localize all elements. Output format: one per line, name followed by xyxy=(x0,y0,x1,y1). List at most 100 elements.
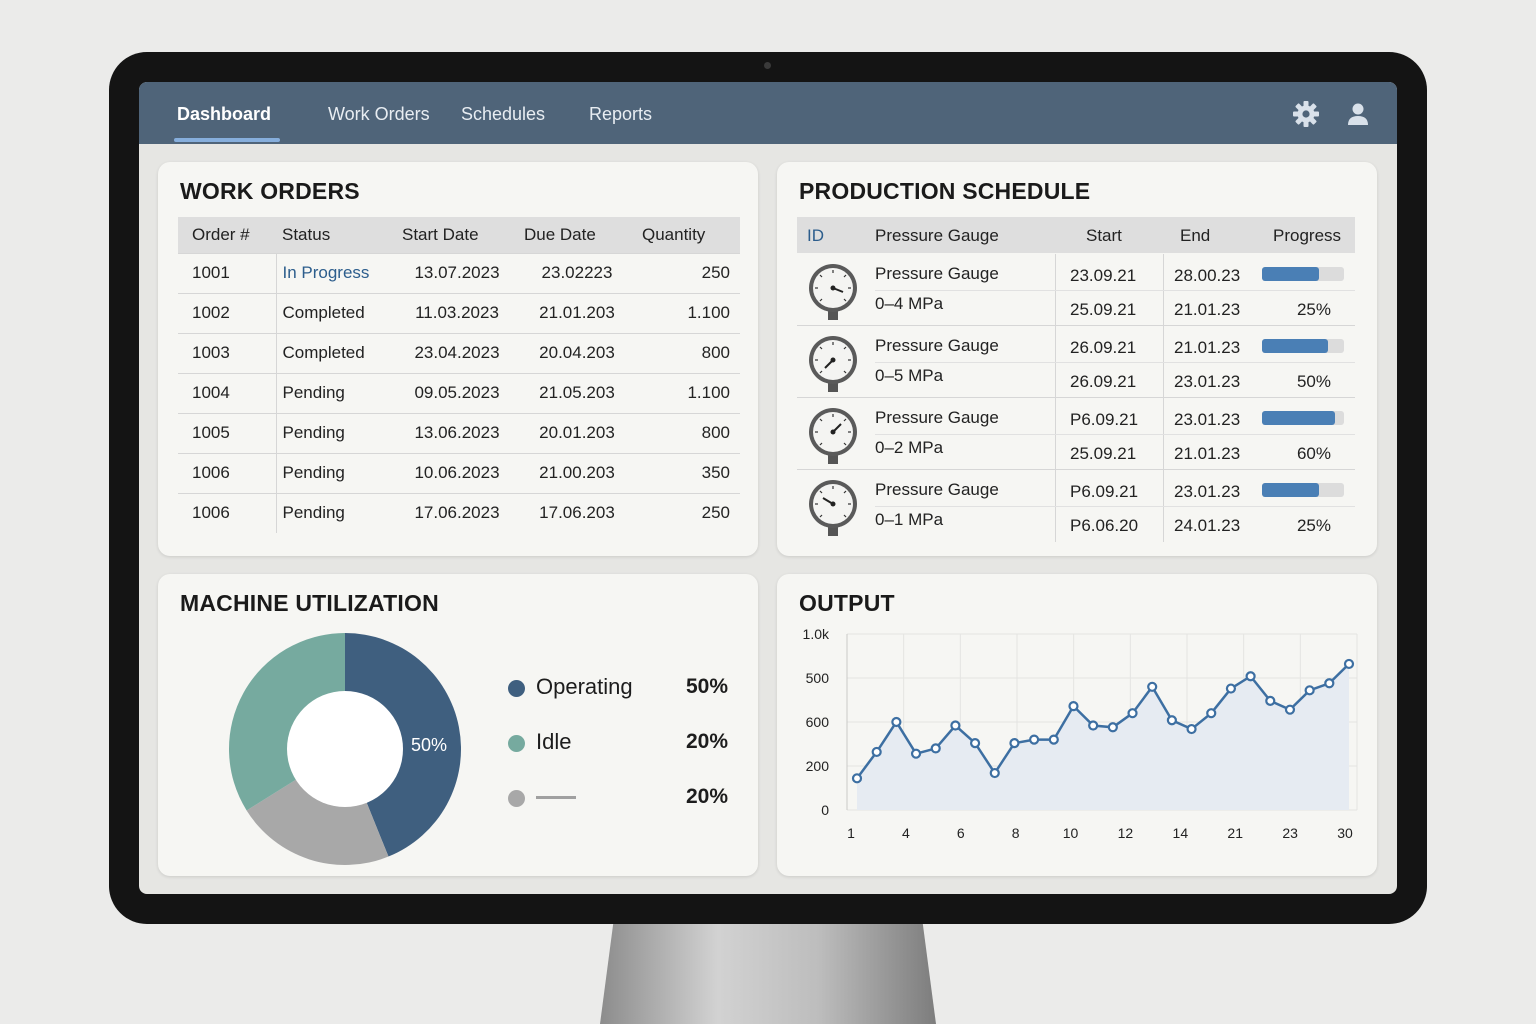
y-tick-label: 600 xyxy=(806,714,830,730)
order-number: 1005 xyxy=(178,412,277,453)
data-point[interactable] xyxy=(950,720,961,731)
table-row[interactable]: 1006 Pending 17.06.2023 17.06.203 250 xyxy=(178,492,740,533)
quantity: 250 xyxy=(636,492,740,533)
data-point[interactable] xyxy=(1107,722,1118,733)
gauge-name: Pressure Gauge xyxy=(875,336,999,355)
data-point[interactable] xyxy=(871,746,882,758)
data-point[interactable] xyxy=(1324,678,1335,689)
pressure-gauge-icon xyxy=(809,408,857,464)
start-date: P6.06.20 xyxy=(1070,516,1139,535)
data-point[interactable] xyxy=(910,748,922,759)
table-row[interactable]: 1003 Completed 23.04.2023 20.04.203 800 xyxy=(178,332,740,373)
progress-bar-fill xyxy=(1262,411,1335,425)
start-date: 13.06.2023 xyxy=(396,412,518,453)
column-header-quantity[interactable]: Quantity xyxy=(636,217,740,253)
x-tick-label: 8 xyxy=(1012,825,1020,841)
data-point[interactable] xyxy=(1166,715,1177,726)
data-point[interactable] xyxy=(1147,681,1158,692)
data-point[interactable] xyxy=(1127,708,1138,719)
legend-percent-operating: 50% xyxy=(686,675,729,698)
progress-percent: 50% xyxy=(1296,372,1331,391)
data-point[interactable] xyxy=(1029,734,1040,745)
table-row[interactable]: 1002 Completed 11.03.2023 21.01.203 1.10… xyxy=(178,292,740,333)
order-number: 1006 xyxy=(178,452,277,493)
start-date: 26.09.21 xyxy=(1070,372,1137,391)
schedule-row[interactable]: Pressure Gauge 0–5 MPa 26.09.21 26.09.21… xyxy=(797,326,1355,398)
data-point[interactable] xyxy=(969,738,981,749)
work-orders-title: WORK ORDERS xyxy=(180,178,360,204)
start-date: 17.06.2023 xyxy=(396,492,518,533)
progress-percent: 25% xyxy=(1296,300,1331,319)
start-date: 13.07.2023 xyxy=(396,252,518,293)
table-row[interactable]: 1004 Pending 09.05.2023 21.05.203 1.100 xyxy=(178,372,740,413)
nav-tab-work-orders[interactable]: Work Orders xyxy=(328,104,430,124)
column-header-pressure-gauge[interactable]: Pressure Gauge xyxy=(875,226,999,245)
data-point[interactable] xyxy=(930,743,941,754)
end-date: 28.00.23 xyxy=(1174,266,1241,285)
data-point[interactable] xyxy=(1284,704,1296,715)
data-point[interactable] xyxy=(1265,695,1276,706)
progress-bar-fill xyxy=(1262,339,1328,353)
row-divider xyxy=(875,434,1355,435)
data-point[interactable] xyxy=(1245,671,1256,682)
table-row[interactable]: 1006 Pending 10.06.2023 21.00.203 350 xyxy=(178,452,740,493)
progress-bar xyxy=(1262,483,1344,497)
column-header-status[interactable]: Status xyxy=(276,217,396,253)
data-point[interactable] xyxy=(1009,738,1020,749)
column-header-order[interactable]: Order # xyxy=(178,217,276,253)
data-point[interactable] xyxy=(1304,685,1315,696)
nav-tab-dashboard[interactable]: Dashboard xyxy=(177,104,272,124)
quantity: 1.100 xyxy=(636,372,740,413)
start-date: 10.06.2023 xyxy=(396,452,518,493)
user-icon[interactable] xyxy=(1344,100,1372,128)
table-row[interactable]: 1005 Pending 13.06.2023 20.01.203 800 xyxy=(178,412,740,453)
status-badge: Pending xyxy=(276,372,396,413)
machine-utilization-card: MACHINE UTILIZATION 50% Operating 50% Id… xyxy=(158,574,758,876)
column-header-end[interactable]: End xyxy=(1180,226,1211,245)
nav-tab-schedules[interactable]: Schedules xyxy=(461,104,546,124)
data-point[interactable] xyxy=(1343,658,1355,670)
status-badge: Pending xyxy=(276,492,396,533)
column-header-id[interactable]: ID xyxy=(807,226,824,245)
quantity: 800 xyxy=(636,332,740,373)
machine-utilization-title: MACHINE UTILIZATION xyxy=(180,590,439,616)
data-point[interactable] xyxy=(891,716,902,728)
gear-icon[interactable] xyxy=(1292,100,1320,128)
end-date: 23.01.23 xyxy=(1174,372,1241,391)
x-tick-label: 30 xyxy=(1337,825,1353,841)
data-point[interactable] xyxy=(1088,720,1099,731)
data-point[interactable] xyxy=(989,767,1000,779)
x-tick-label: 10 xyxy=(1063,825,1079,841)
column-header-start[interactable]: Start xyxy=(1086,226,1122,245)
schedule-row[interactable]: Pressure Gauge 0–2 MPa P6.09.21 25.09.21… xyxy=(797,398,1355,470)
end-date: 21.01.23 xyxy=(1174,338,1241,357)
x-tick-label: 14 xyxy=(1173,825,1189,841)
order-number: 1004 xyxy=(178,372,277,413)
app-screen: Dashboard Work Orders Schedules Reports xyxy=(139,82,1397,894)
due-date: 20.04.203 xyxy=(518,332,636,373)
column-header-progress[interactable]: Progress xyxy=(1273,226,1342,245)
data-point[interactable] xyxy=(1048,734,1059,745)
utilization-donut-chart: 50% xyxy=(229,633,461,865)
active-tab-indicator xyxy=(174,138,280,142)
data-point[interactable] xyxy=(1225,683,1237,694)
end-date: 21.01.23 xyxy=(1174,444,1241,463)
due-date: 20.01.203 xyxy=(518,412,636,453)
output-title: OUTPUT xyxy=(799,590,895,616)
nav-tab-reports[interactable]: Reports xyxy=(589,104,653,124)
schedule-row[interactable]: Pressure Gauge 0–1 MPa P6.09.21 P6.06.20… xyxy=(797,470,1355,542)
column-header-start-date[interactable]: Start Date xyxy=(396,217,518,253)
gauge-range: 0–1 MPa xyxy=(875,510,944,529)
data-point[interactable] xyxy=(1068,701,1079,712)
data-point[interactable] xyxy=(1206,708,1217,719)
schedule-row[interactable]: Pressure Gauge 0–4 MPa 23.09.21 25.09.21… xyxy=(797,254,1355,326)
column-header-due-date[interactable]: Due Date xyxy=(518,217,636,253)
monitor-stand xyxy=(600,922,936,1024)
end-date: 24.01.23 xyxy=(1174,516,1241,535)
data-point[interactable] xyxy=(1186,723,1197,735)
data-point[interactable] xyxy=(851,773,863,784)
start-date: 26.09.21 xyxy=(1070,338,1137,357)
legend-label-idle: Idle xyxy=(536,729,572,754)
table-row[interactable]: 1001 In Progress 13.07.2023 23.02223 250 xyxy=(178,252,740,293)
